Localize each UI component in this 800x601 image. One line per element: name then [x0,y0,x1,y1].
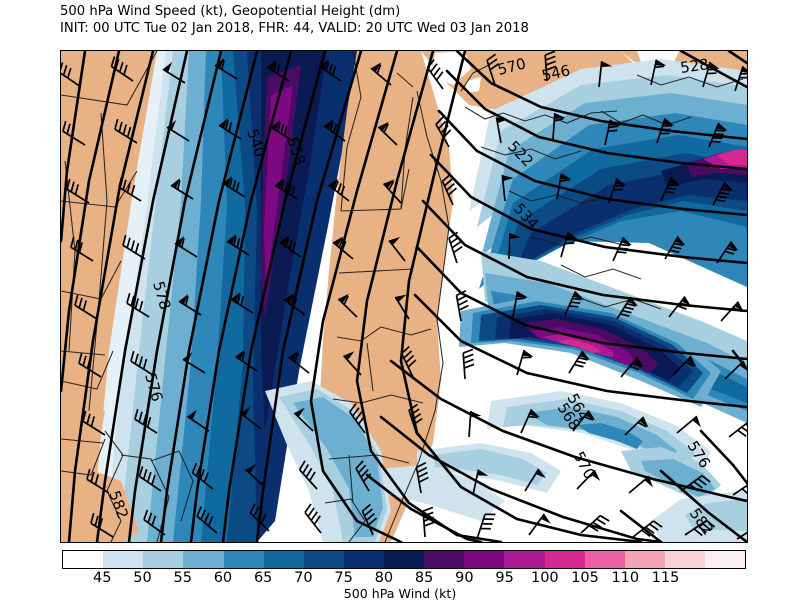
colorbar-tick: 80 [374,570,394,586]
colorbar-cell [584,551,625,568]
colorbar-tick: 65 [253,570,273,586]
colorbar-tick: 70 [294,570,313,586]
colorbar-cell [183,551,224,568]
map-panel[interactable]: 540 558 578 576 582 570 546 528 522 534 … [60,50,748,543]
figure-subtitle: INIT: 00 UTC Tue 02 Jan 2018, FHR: 44, V… [60,20,529,36]
colorbar-tick: 110 [611,570,640,586]
colorbar-gradient [62,550,746,569]
colorbar-tick: 95 [495,570,514,586]
colorbar-cell [63,551,104,568]
contour-label: 528 [679,55,710,77]
colorbar-tick: 100 [530,570,559,586]
colorbar-cell [303,551,344,568]
page-title: 500 hPa Wind Speed (kt), Geopotential He… [60,4,401,19]
colorbar-cell [143,551,184,568]
windspeed-fill-lower-right [357,391,747,542]
colorbar-tick: 60 [213,570,233,586]
contour-label: 546 [540,61,572,85]
colorbar-cell [103,551,144,568]
windspeed-fill-northwest [91,51,361,542]
colorbar-tick: 90 [455,570,474,586]
colorbar-cell [424,551,465,568]
colorbar-cell [464,551,505,568]
colorbar-cell [544,551,585,568]
colorbar-tick: 55 [173,570,192,586]
colorbar-tick: 115 [651,570,680,586]
colorbar-cell [343,551,384,568]
colorbar[interactable] [62,550,746,569]
colorbar-cell [624,551,665,568]
colorbar-cell [504,551,545,568]
colorbar-cell [384,551,425,568]
colorbar-cell [223,551,264,568]
weather-map[interactable]: 540 558 578 576 582 570 546 528 522 534 … [61,51,747,542]
colorbar-tick: 85 [414,570,434,586]
colorbar-tick: 105 [571,570,599,586]
colorbar-tick-labels: 45 50 55 60 65 70 75 80 85 90 95 100 105 110 115 [62,570,746,588]
colorbar-tick: 50 [133,570,152,586]
colorbar-cell [263,551,304,568]
colorbar-cell [664,551,705,568]
colorbar-cell [705,551,746,568]
colorbar-tick: 45 [93,570,112,586]
colorbar-tick: 75 [334,570,353,586]
colorbar-axis-label: 500 hPa Wind (kt) [343,586,457,601]
figure-title-block: 500 hPa Wind Speed (kt), Geopotential He… [60,4,760,38]
